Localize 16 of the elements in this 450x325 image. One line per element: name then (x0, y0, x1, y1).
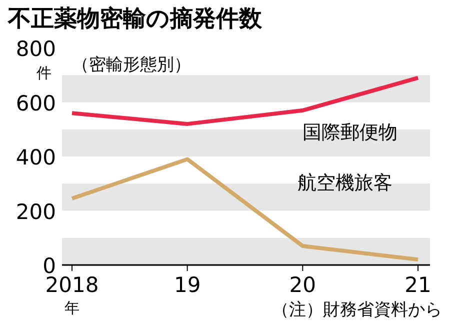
y-tick-label: 600 (16, 91, 56, 116)
x-tick-label: 21 (404, 273, 432, 297)
chart-subtitle: （密輸形態別） (72, 55, 191, 75)
series-label: 国際郵便物 (302, 121, 398, 144)
y-tick-label: 800 (16, 37, 56, 61)
y-tick-label: 200 (16, 200, 56, 224)
x-tick-label: 2018 (45, 273, 99, 297)
text: （注）財務省資料から (272, 300, 442, 320)
x-tick-label: 19 (174, 273, 201, 297)
x-axis-title: 年 (64, 299, 80, 317)
line-series (70, 157, 420, 262)
y-tick-label: 400 (16, 146, 56, 170)
y-axis-title: 件 (36, 64, 52, 82)
chart-title: 不正薬物密輸の摘発件数 (7, 5, 263, 32)
x-tick-label: 20 (289, 273, 316, 297)
text: 航空機旅客 (298, 172, 393, 194)
